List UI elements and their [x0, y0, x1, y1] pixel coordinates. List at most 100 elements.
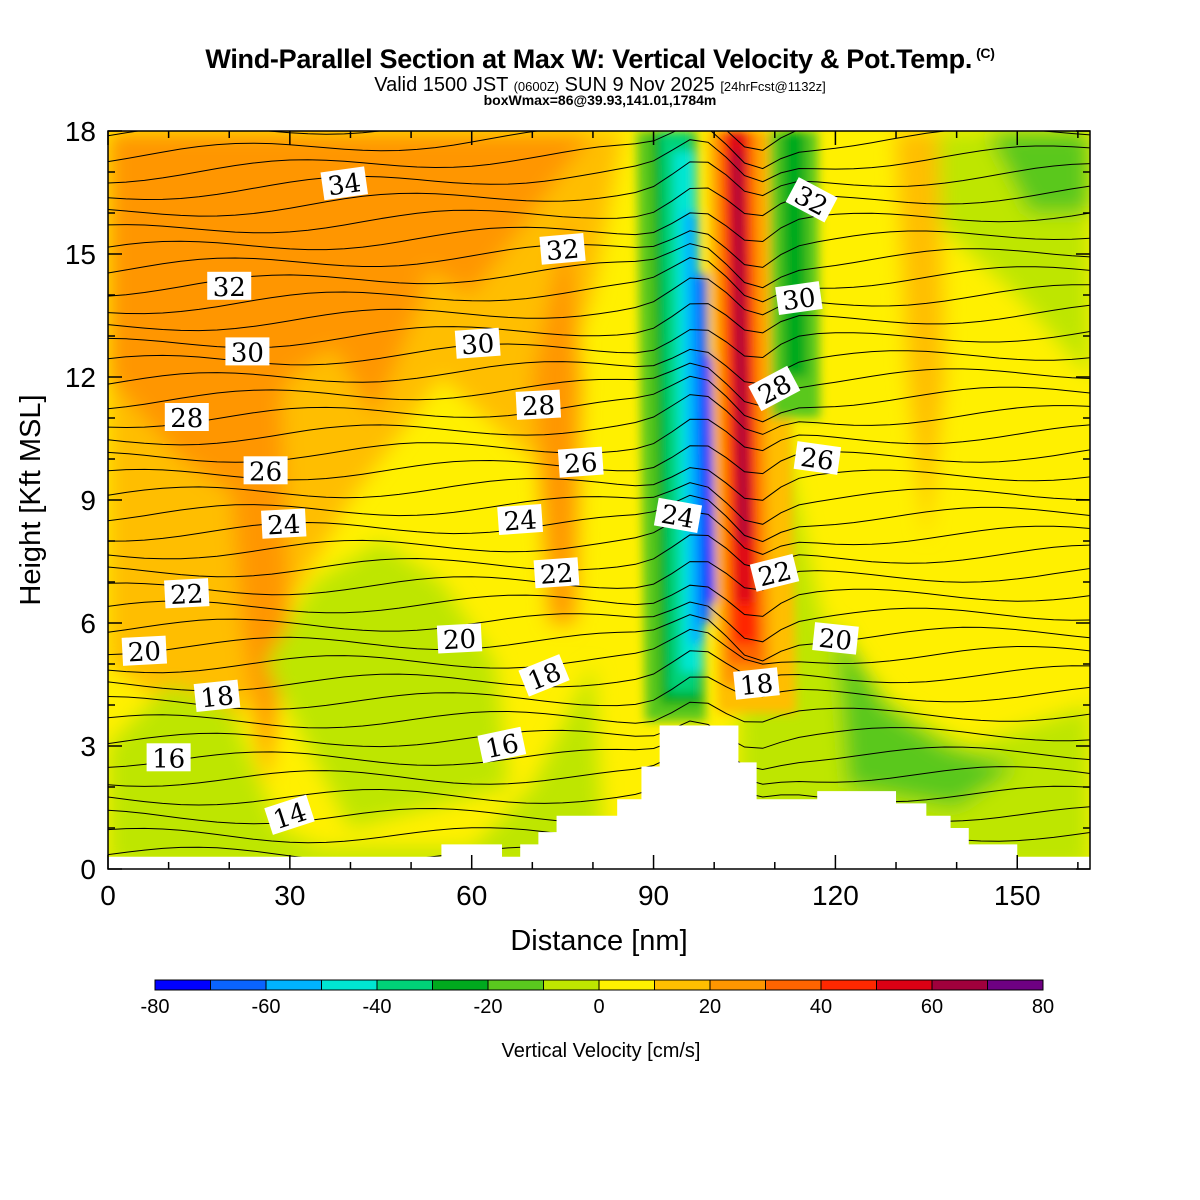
box-info: boxWmax=86@39.93,141.01,1784m	[483, 92, 717, 108]
theta-label-text: 30	[231, 338, 264, 368]
theta-isoline	[108, 277, 1090, 332]
colorbar-swatch	[876, 980, 933, 990]
east-sink-band	[781, 131, 808, 377]
colorbar-swatch	[210, 980, 267, 990]
x-tick-label: 90	[638, 880, 669, 911]
theta-label: 16	[146, 743, 191, 774]
theta-label-text: 20	[127, 637, 162, 669]
theta-label: 24	[653, 497, 703, 535]
theta-label: 24	[261, 508, 307, 541]
theta-label-text: 34	[326, 168, 363, 202]
theta-label: 20	[812, 622, 859, 657]
colorbar-tick-label: 20	[699, 996, 721, 1018]
theta-isoline	[108, 362, 1090, 410]
theta-label-bg	[812, 622, 859, 655]
colorbar-tick-label: 0	[593, 996, 604, 1018]
theta-label-bg	[264, 794, 315, 835]
colorbar-tick-label: 60	[921, 996, 943, 1018]
colorbar: -80 -60 -40 -20 0 20 40 60 80 Vertical Velocity […	[141, 979, 1054, 1062]
theta-label-bg	[261, 508, 307, 539]
theta-label: 26	[243, 456, 288, 487]
theta-label-text: 28	[170, 404, 203, 434]
velocity-region	[532, 213, 581, 623]
theta-label-text: 16	[152, 744, 185, 774]
colorbar-swatch	[821, 980, 877, 990]
theta-label-text: 20	[442, 625, 477, 657]
colorbar-swatch	[488, 980, 544, 990]
theta-label-bg	[533, 557, 580, 589]
theta-isoline	[108, 131, 797, 163]
theta-isoline	[108, 584, 1090, 617]
theta-label-bg	[207, 271, 252, 300]
colorbar-swatch	[432, 980, 489, 990]
colorbar-swatch	[932, 980, 988, 990]
theta-isoline	[108, 467, 1090, 501]
theta-label: 22	[164, 578, 210, 611]
colorbar-swatch	[710, 980, 766, 990]
theta-label-bg	[121, 635, 168, 666]
theta-isoline	[108, 243, 1090, 297]
theta-label-bg	[477, 726, 527, 764]
valid-time: Valid 1500 JST	[374, 74, 509, 96]
terrain	[108, 725, 1090, 869]
theta-label-bg	[793, 441, 842, 475]
theta-label: 22	[533, 557, 580, 591]
y-tick-label: 12	[65, 362, 96, 393]
theta-label-bg	[748, 365, 801, 412]
theta-isoline	[108, 534, 1090, 578]
y-axis-title: Height [Kft MSL]	[15, 394, 47, 605]
theta-label: 28	[164, 403, 209, 434]
colorbar-tick-label: -20	[474, 996, 503, 1018]
theta-label: 26	[793, 441, 842, 477]
y-tick-label: 15	[65, 239, 96, 270]
theta-label-text: 30	[460, 329, 495, 361]
colorbar-swatch	[987, 980, 1044, 990]
colorbar-swatch	[654, 980, 711, 990]
theta-isoline	[108, 601, 1090, 643]
theta-isoline	[108, 733, 1090, 771]
theta-label-text: 16	[483, 729, 522, 765]
theta-label-bg	[557, 446, 604, 478]
valid-date: SUN 9 Nov 2025	[564, 74, 715, 96]
velocity-region	[738, 131, 1090, 869]
theta-label-bg	[193, 679, 241, 713]
theta-label-bg	[775, 281, 823, 316]
theta-label-bg	[146, 743, 191, 772]
theta-label-text: 26	[563, 448, 598, 480]
theta-label-text: 24	[659, 500, 697, 535]
theta-label-bg	[164, 578, 210, 609]
colorbar-swatch	[765, 980, 822, 990]
theta-label: 32	[207, 271, 252, 303]
velocity-region	[108, 664, 606, 869]
colorbar-swatch	[599, 980, 655, 990]
y-tick-label: 3	[80, 731, 96, 762]
valid-utc: (0600Z)	[513, 79, 560, 94]
theta-label: 26	[557, 446, 604, 480]
theta-isoline	[108, 67, 1090, 118]
theta-label-text: 32	[545, 235, 581, 268]
theta-isoline	[108, 628, 1090, 674]
x-tick-label: 0	[100, 880, 116, 911]
theta-label-text: 20	[817, 624, 853, 657]
chart-subtitle: Valid 1500 JST (0600Z) SUN 9 Nov 2025 [2…	[0, 75, 1200, 97]
chart-title: Wind-Parallel Section at Max W: Vertical…	[205, 44, 995, 74]
theta-isoline	[108, 747, 1090, 787]
theta-label-bg	[518, 654, 570, 697]
theta-label: 32	[539, 233, 586, 268]
colorbar-tick-label: -40	[363, 996, 392, 1018]
velocity-region	[835, 623, 1018, 808]
theta-label-bg	[539, 233, 586, 265]
y-tick-label: 0	[80, 854, 96, 885]
colorbar-tick-label: 80	[1032, 996, 1054, 1018]
theta-label: 14	[264, 794, 315, 836]
theta-isoline	[108, 650, 1090, 692]
theta-isoline	[108, 561, 1090, 596]
theta-label-text: 18	[739, 669, 775, 702]
theta-label: 18	[193, 679, 241, 714]
colorbar-tick-label: 40	[810, 996, 832, 1018]
theta-label-text: 30	[781, 283, 818, 317]
copyright-mark: (C)	[976, 45, 995, 61]
theta-label-text: 26	[249, 457, 282, 487]
